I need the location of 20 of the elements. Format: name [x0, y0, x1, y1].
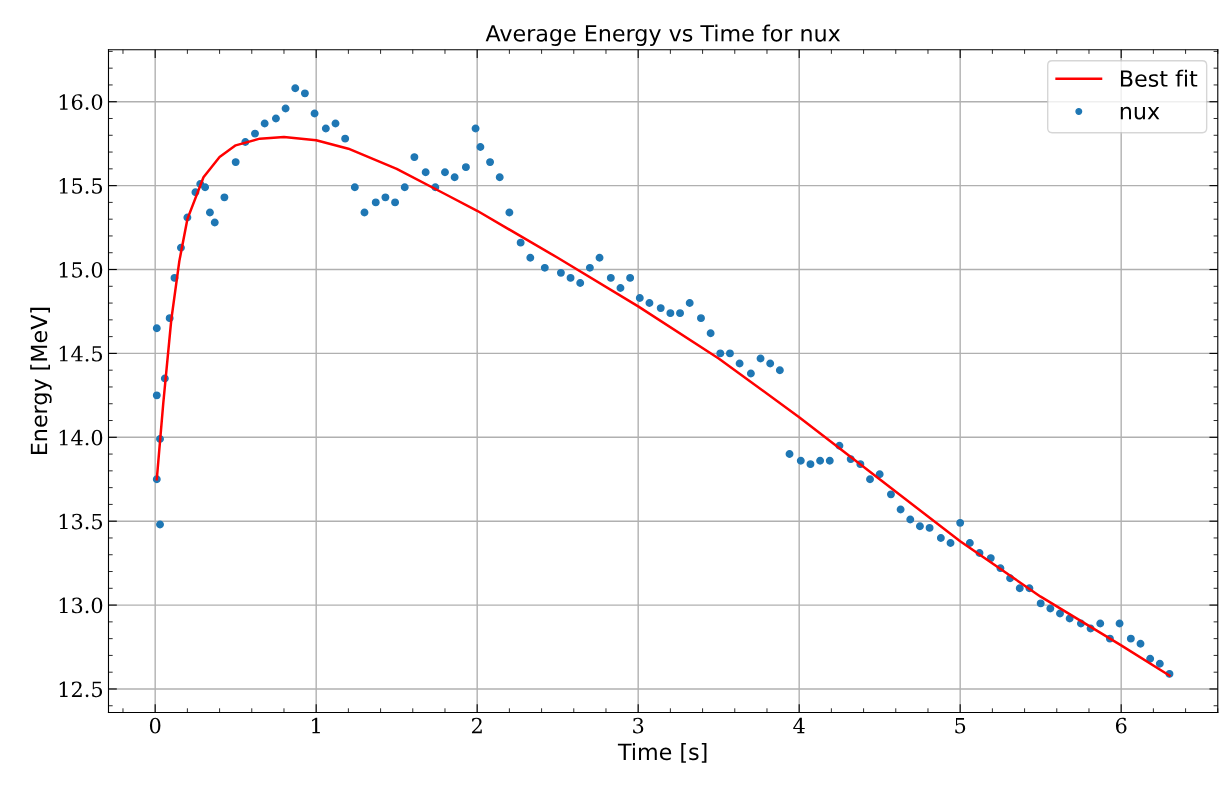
y-tick-label: 14.5	[59, 345, 103, 362]
y-tick-label: 13.0	[59, 597, 103, 614]
x-tick-label: 4	[793, 717, 805, 734]
x-tick-label: 3	[633, 717, 644, 734]
y-tick-label: 15.0	[59, 261, 103, 278]
x-tick-label: 5	[955, 717, 966, 734]
y-tick-label: 15.5	[59, 178, 103, 194]
x-tick-label: 2	[471, 717, 482, 734]
legend-label: Best fit	[1120, 69, 1198, 87]
y-tick-label: 12.5	[59, 681, 103, 698]
x-tick-label: 0	[149, 717, 161, 734]
x-tick-label: 1	[312, 717, 320, 734]
y-tick-label: 16.0	[59, 94, 103, 110]
legend-label: nux	[1120, 106, 1160, 120]
x-axis-title: Time [s]	[617, 743, 707, 763]
chart-title: Average Energy vs Time for nux	[485, 24, 841, 46]
y-tick-label: 13.5	[59, 513, 103, 530]
y-axis-title: Energy [MeV]	[30, 307, 52, 455]
x-tick-label: 6	[1115, 717, 1127, 734]
y-tick-label: 14.0	[59, 429, 103, 446]
